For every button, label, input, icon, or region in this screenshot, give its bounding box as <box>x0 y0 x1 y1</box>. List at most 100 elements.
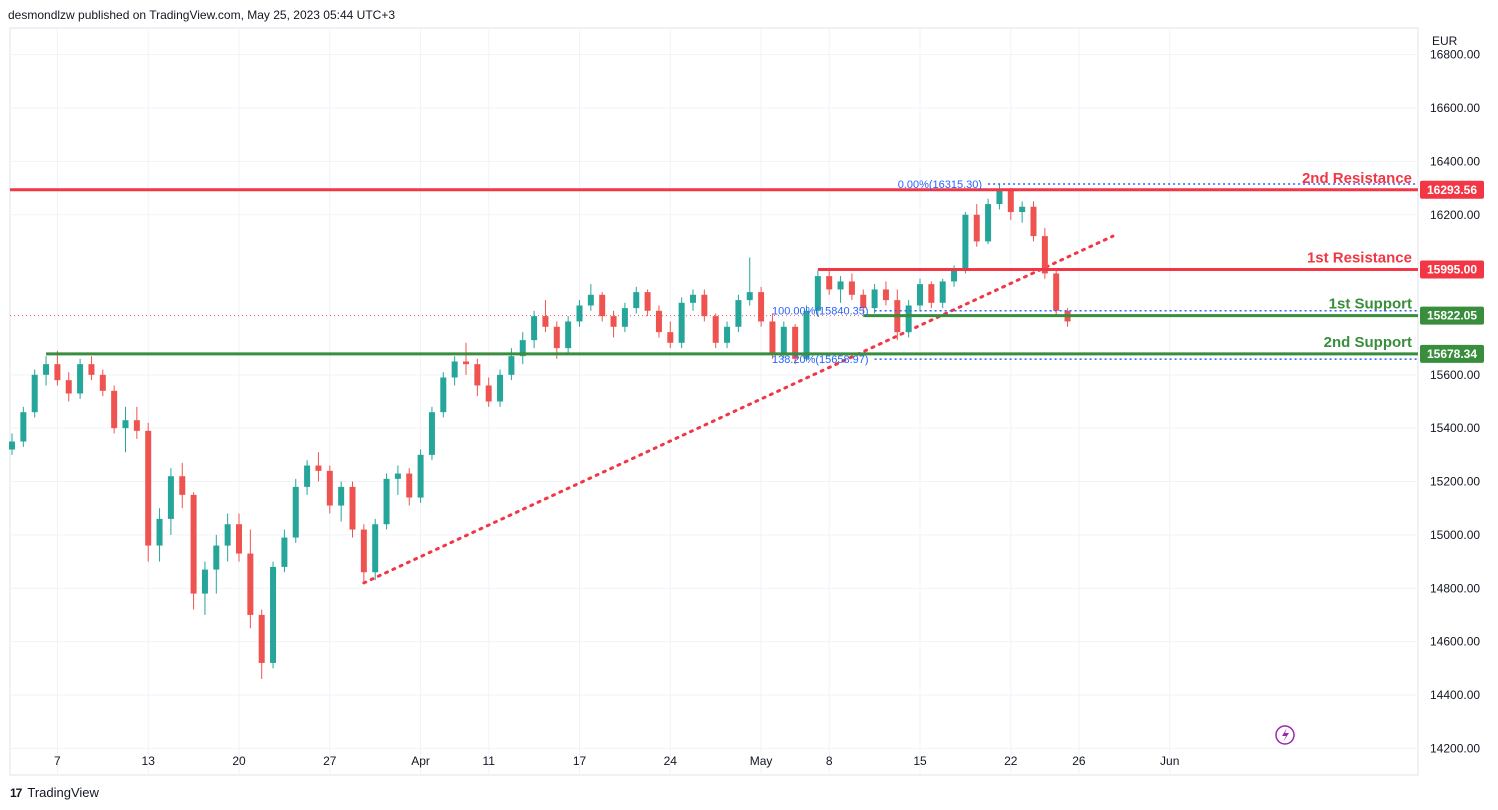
candle-body[interactable] <box>610 316 617 327</box>
candle-body[interactable] <box>690 294 696 303</box>
candle-body[interactable] <box>440 377 447 413</box>
candle-body[interactable] <box>553 326 560 349</box>
candle-body[interactable] <box>871 289 878 309</box>
candle-body[interactable] <box>769 321 776 354</box>
candle-body[interactable] <box>814 276 821 311</box>
candle-body[interactable] <box>360 529 367 573</box>
candle-body[interactable] <box>644 292 651 311</box>
candle-body[interactable] <box>565 321 572 349</box>
candle-body[interactable] <box>724 326 731 343</box>
trendline[interactable] <box>362 234 1115 585</box>
candle-body[interactable] <box>678 302 685 343</box>
candle-body[interactable] <box>213 545 220 570</box>
candle-body[interactable] <box>463 361 469 365</box>
candle-body[interactable] <box>326 470 333 506</box>
plot-area[interactable] <box>9 27 1419 776</box>
candle-body[interactable] <box>179 476 186 495</box>
candle-body[interactable] <box>633 292 640 309</box>
candle-body[interactable] <box>542 316 549 327</box>
candle-body[interactable] <box>837 281 844 290</box>
candle-body[interactable] <box>122 420 129 429</box>
candle-body[interactable] <box>973 214 980 242</box>
candle-body[interactable] <box>349 486 356 530</box>
candle-body[interactable] <box>497 374 504 402</box>
candle-body[interactable] <box>145 430 152 546</box>
candle-body[interactable] <box>9 441 15 450</box>
footer-brand[interactable]: 17 TradingView <box>10 785 99 800</box>
candle-body[interactable] <box>338 486 345 506</box>
candle-body[interactable] <box>951 270 958 282</box>
candle-body[interactable] <box>917 284 923 306</box>
candle-body[interactable] <box>531 316 538 341</box>
candle-body[interactable] <box>270 566 277 663</box>
candle-body[interactable] <box>939 281 946 303</box>
candle-body[interactable] <box>882 289 889 301</box>
candle-body[interactable] <box>428 412 435 455</box>
candle-body[interactable] <box>701 294 708 317</box>
candle-body[interactable] <box>111 390 118 429</box>
candle-body[interactable] <box>780 326 787 354</box>
candle-body[interactable] <box>43 364 50 375</box>
level-badge-label: 15995.00 <box>1427 262 1477 276</box>
candle-body[interactable] <box>474 364 481 386</box>
candle-body[interactable] <box>304 465 311 487</box>
candle-body[interactable] <box>77 364 84 394</box>
candle-body[interactable] <box>905 305 912 333</box>
candle-body[interactable] <box>417 454 424 498</box>
candle-body[interactable] <box>156 518 163 546</box>
candle-body[interactable] <box>792 326 799 359</box>
candle-body[interactable] <box>519 340 526 357</box>
candle-body[interactable] <box>758 292 765 322</box>
candle-body[interactable] <box>735 300 742 327</box>
candle-body[interactable] <box>962 214 969 271</box>
candle-body[interactable] <box>190 494 197 594</box>
candle-body[interactable] <box>201 569 208 594</box>
candle-body[interactable] <box>928 284 935 303</box>
candle-body[interactable] <box>315 465 322 471</box>
candle-body[interactable] <box>1053 273 1060 311</box>
candle-body[interactable] <box>133 420 140 431</box>
candle-body[interactable] <box>258 614 265 663</box>
candle-body[interactable] <box>826 276 833 290</box>
candle-body[interactable] <box>65 380 72 394</box>
candle-body[interactable] <box>1041 236 1048 274</box>
candle-body[interactable] <box>394 473 401 479</box>
candle-body[interactable] <box>292 486 299 538</box>
candle-body[interactable] <box>712 316 719 343</box>
candle-body[interactable] <box>20 412 27 442</box>
candle-body[interactable] <box>451 361 458 378</box>
candle-body[interactable] <box>848 281 855 295</box>
candle-body[interactable] <box>224 524 231 546</box>
candle-body[interactable] <box>99 374 106 391</box>
candle-body[interactable] <box>281 537 288 567</box>
candle-body[interactable] <box>406 473 413 498</box>
candle-body[interactable] <box>54 364 61 381</box>
candle-body[interactable] <box>803 310 810 359</box>
grid <box>10 28 1418 775</box>
x-tick-label: Jun <box>1160 754 1179 768</box>
candle-body[interactable] <box>31 374 38 413</box>
candle-body[interactable] <box>1007 190 1014 213</box>
candle-body[interactable] <box>599 294 606 317</box>
candle-body[interactable] <box>247 553 254 615</box>
candle-body[interactable] <box>996 190 1003 205</box>
candle-body[interactable] <box>621 308 628 327</box>
candle-body[interactable] <box>860 294 867 309</box>
candle-body[interactable] <box>485 385 492 402</box>
candle-body[interactable] <box>167 476 174 519</box>
candle-body[interactable] <box>88 364 95 375</box>
candle-body[interactable] <box>587 294 594 306</box>
candle-body[interactable] <box>508 356 515 375</box>
flash-icon[interactable] <box>1275 725 1295 745</box>
candle-body[interactable] <box>236 524 242 554</box>
candle-body[interactable] <box>1019 206 1026 213</box>
candle-body[interactable] <box>667 332 674 343</box>
candle-body[interactable] <box>985 204 992 242</box>
candle-body[interactable] <box>746 292 753 301</box>
candle-body[interactable] <box>383 478 390 525</box>
candle-body[interactable] <box>576 305 583 322</box>
candle-body[interactable] <box>655 310 662 333</box>
candle-body[interactable] <box>1030 206 1037 237</box>
candle-body[interactable] <box>372 524 379 573</box>
